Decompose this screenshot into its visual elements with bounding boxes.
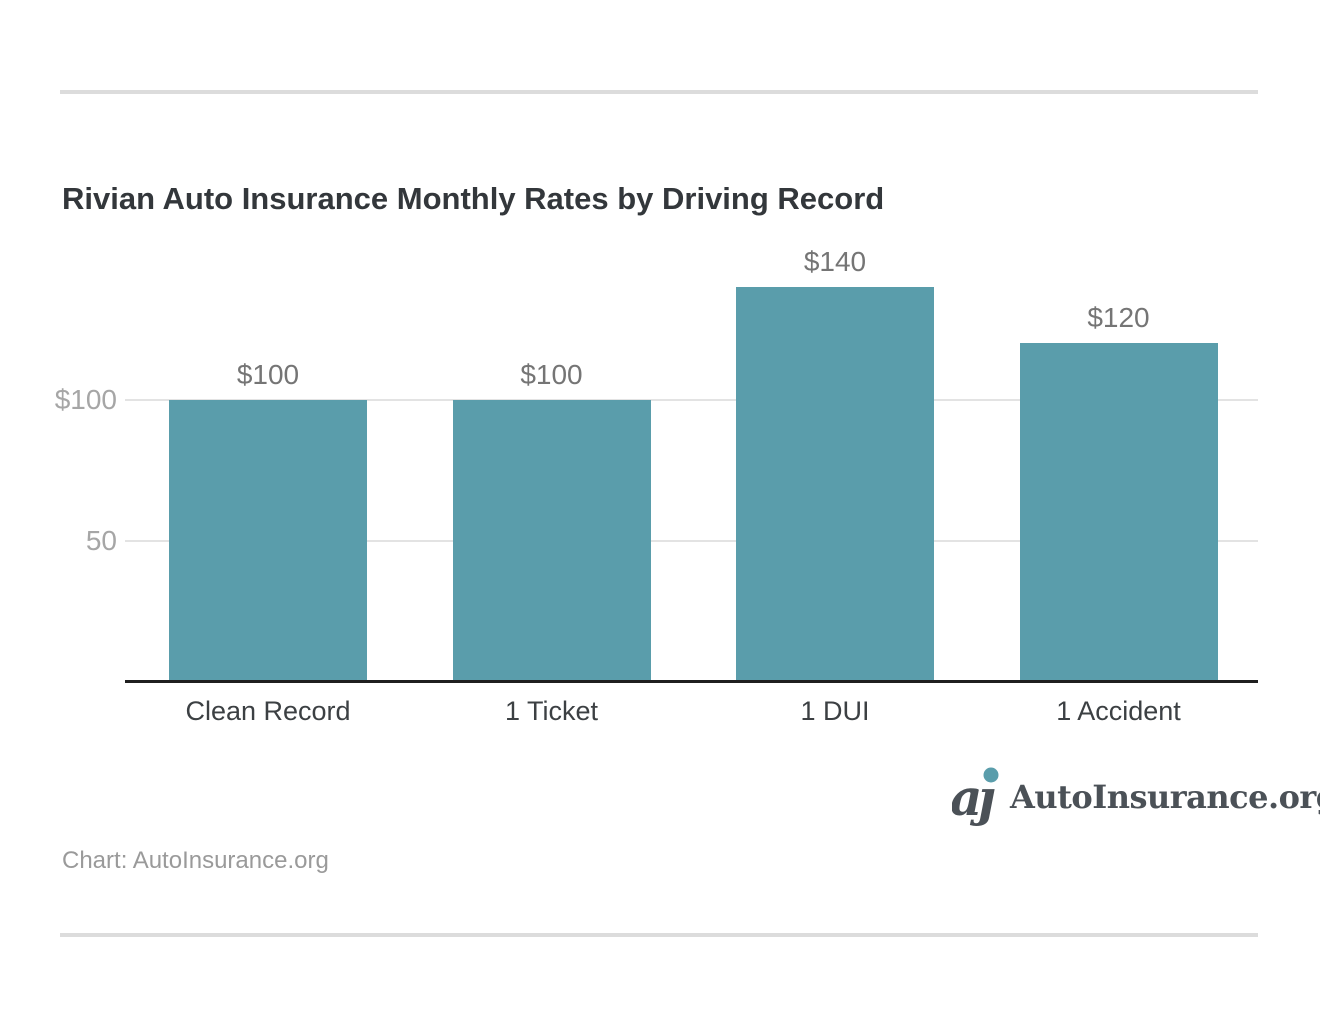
bar-group-1-dui: $140 1 DUI — [736, 230, 934, 726]
chart-title: Rivian Auto Insurance Monthly Rates by D… — [62, 180, 885, 216]
bar-group-1-ticket: $100 1 Ticket — [452, 230, 651, 726]
bottom-divider — [60, 933, 1258, 937]
bar-value-label-1-ticket: $100 — [520, 358, 583, 390]
bar-value-label-1-dui: $140 — [803, 245, 867, 277]
bar-1-ticket — [452, 399, 651, 682]
x-axis-line — [125, 680, 1258, 683]
x-axis-label-clean-record: Clean Record — [185, 696, 351, 726]
x-axis-label-1-dui: 1 DUI — [800, 696, 870, 726]
logo-wordmark: AutoInsurance.org — [1010, 778, 1320, 816]
bar-clean-record — [169, 399, 367, 682]
chart-credit: Chart: AutoInsurance.org — [62, 847, 329, 874]
logo-teal-dot — [983, 767, 999, 783]
autoinsurance-aj-monogram-icon: a ȷ — [952, 767, 999, 827]
plot-area: $100 Clean Record $100 1 Ticket $140 1 DUI $12… — [125, 230, 1258, 726]
top-divider — [60, 90, 1258, 94]
autoinsurance-logo[interactable]: a ȷ AutoInsurance.org — [952, 764, 1320, 830]
svg-text:a: a — [952, 768, 982, 827]
bar-1-accident — [1019, 343, 1218, 682]
bar-1-dui — [736, 286, 934, 682]
x-axis-label-1-ticket: 1 Ticket — [504, 696, 599, 726]
y-tick-label-100: $100 — [54, 383, 117, 415]
gridline-50 — [125, 539, 1258, 542]
x-axis-label-1-accident: 1 Accident — [1056, 696, 1181, 726]
y-tick-label-50: 50 — [85, 524, 117, 556]
bar-value-label-clean-record: $100 — [236, 358, 300, 390]
bar-value-label-1-accident: $120 — [1087, 302, 1150, 333]
bar-group-clean-record: $100 Clean Record — [169, 230, 367, 726]
gridline-100 — [125, 398, 1258, 401]
bar-group-1-accident: $120 1 Accident — [1019, 230, 1218, 726]
